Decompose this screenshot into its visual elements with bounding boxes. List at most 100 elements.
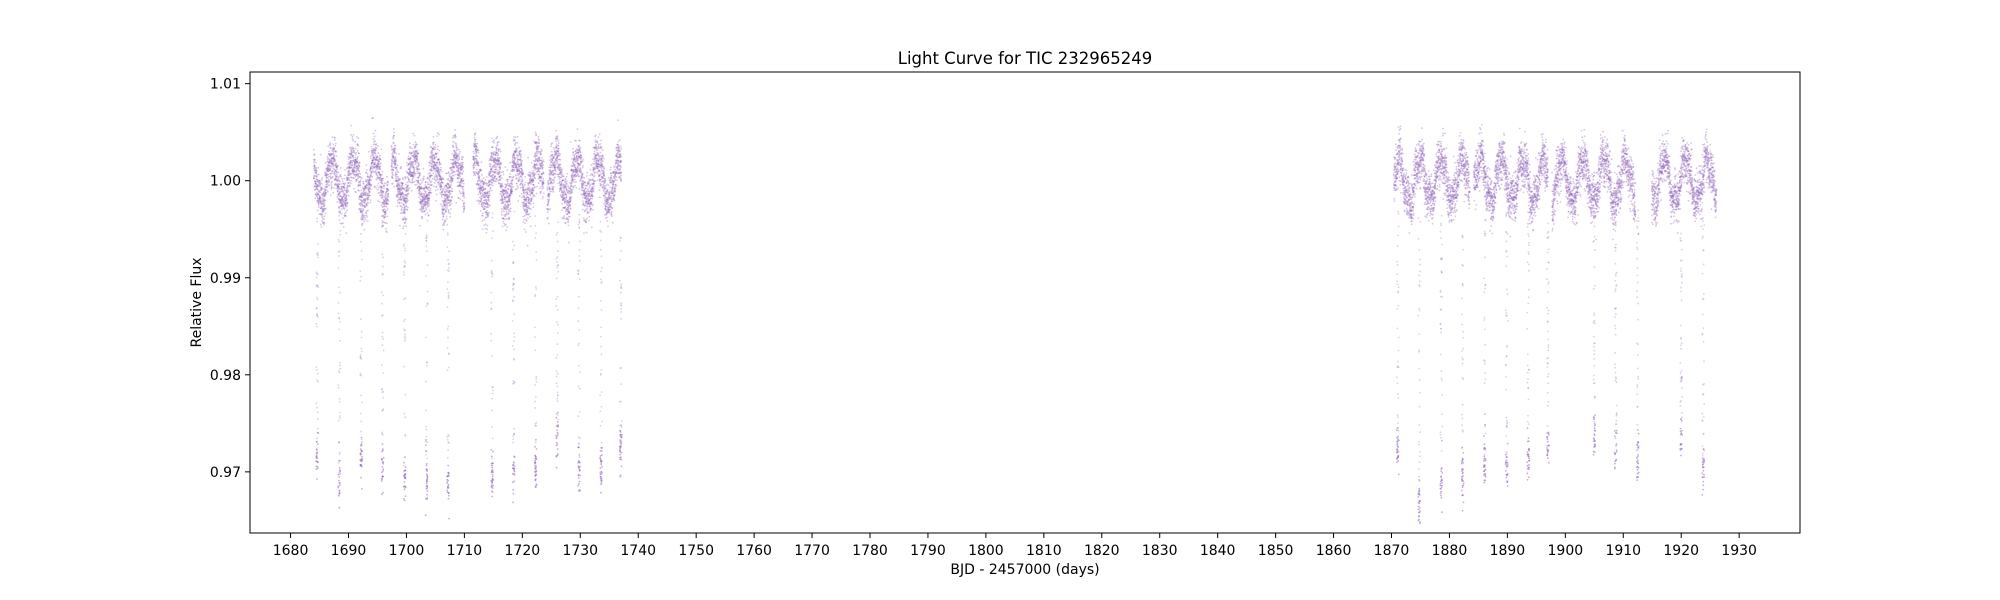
data-point (316, 186, 319, 189)
data-point (499, 193, 502, 196)
data-point (433, 182, 436, 184)
data-point (336, 186, 339, 189)
data-point (516, 185, 519, 188)
data-point (564, 222, 567, 225)
data-point (590, 207, 592, 210)
data-point (404, 212, 406, 215)
data-point (324, 172, 327, 175)
data-point (351, 138, 354, 141)
data-point (567, 185, 570, 188)
data-point (356, 149, 359, 152)
data-point (329, 169, 332, 172)
data-point (358, 189, 360, 192)
data-point (524, 176, 527, 178)
data-point (328, 158, 331, 161)
data-point (445, 209, 447, 211)
data-point (383, 185, 386, 187)
data-point (314, 182, 317, 185)
data-point (338, 205, 340, 208)
data-point (459, 198, 462, 200)
data-point (510, 188, 513, 191)
data-point (506, 180, 509, 183)
data-point (596, 142, 599, 144)
data-point (567, 221, 570, 223)
data-point (370, 188, 372, 191)
data-point (527, 217, 529, 220)
data-point (407, 184, 409, 187)
data-point (346, 205, 349, 207)
data-point (557, 140, 560, 143)
data-point (542, 195, 544, 198)
data-point (458, 152, 460, 155)
data-point (319, 191, 322, 194)
data-point (461, 173, 464, 176)
data-point (313, 177, 316, 180)
data-point (413, 170, 416, 173)
data-point (325, 173, 328, 176)
data-point (332, 157, 335, 159)
data-point (517, 187, 519, 189)
data-point (329, 147, 332, 150)
data-point (449, 204, 451, 206)
data-point (588, 211, 590, 214)
data-point (411, 152, 413, 154)
data-point (538, 156, 541, 158)
data-point (351, 164, 354, 166)
data-point (313, 167, 315, 170)
data-point (580, 156, 583, 159)
data-point (437, 133, 440, 136)
data-point (429, 172, 431, 175)
data-point (501, 209, 504, 211)
data-point (374, 185, 376, 188)
data-point (452, 177, 454, 180)
data-point (422, 207, 425, 210)
data-point (593, 160, 596, 163)
data-point (317, 206, 320, 209)
data-point (367, 198, 370, 201)
data-point (568, 211, 571, 214)
data-point (542, 187, 545, 189)
data-point (531, 191, 534, 193)
data-point (316, 197, 319, 200)
data-point (335, 178, 338, 181)
data-point (548, 193, 551, 196)
data-point (443, 213, 445, 216)
data-point (560, 171, 563, 174)
data-point (442, 228, 445, 231)
data-point (451, 169, 454, 172)
data-point (426, 212, 429, 215)
data-point (347, 156, 349, 158)
data-point (317, 166, 320, 169)
data-point (425, 208, 428, 211)
data-point (428, 199, 431, 202)
data-point (354, 153, 357, 156)
data-point (503, 218, 506, 221)
data-point (494, 170, 497, 173)
data-point (324, 192, 327, 195)
data-point (321, 193, 323, 196)
data-point (399, 178, 401, 181)
data-point (316, 193, 319, 195)
data-point (451, 137, 454, 139)
data-point (507, 206, 509, 209)
data-point (477, 162, 480, 165)
data-point (429, 180, 431, 182)
data-point (378, 192, 381, 194)
data-point (566, 183, 569, 185)
data-point (555, 129, 558, 132)
data-point (592, 158, 595, 161)
data-point (542, 164, 544, 167)
data-point (453, 165, 455, 168)
data-point (315, 186, 318, 189)
data-point (321, 202, 324, 205)
data-point (558, 190, 561, 193)
data-point (506, 226, 508, 228)
data-point (352, 157, 355, 159)
data-point (320, 207, 323, 210)
data-point (539, 167, 542, 170)
data-point (540, 175, 543, 178)
data-point (451, 196, 453, 199)
data-point (336, 190, 339, 193)
data-point (501, 213, 503, 216)
